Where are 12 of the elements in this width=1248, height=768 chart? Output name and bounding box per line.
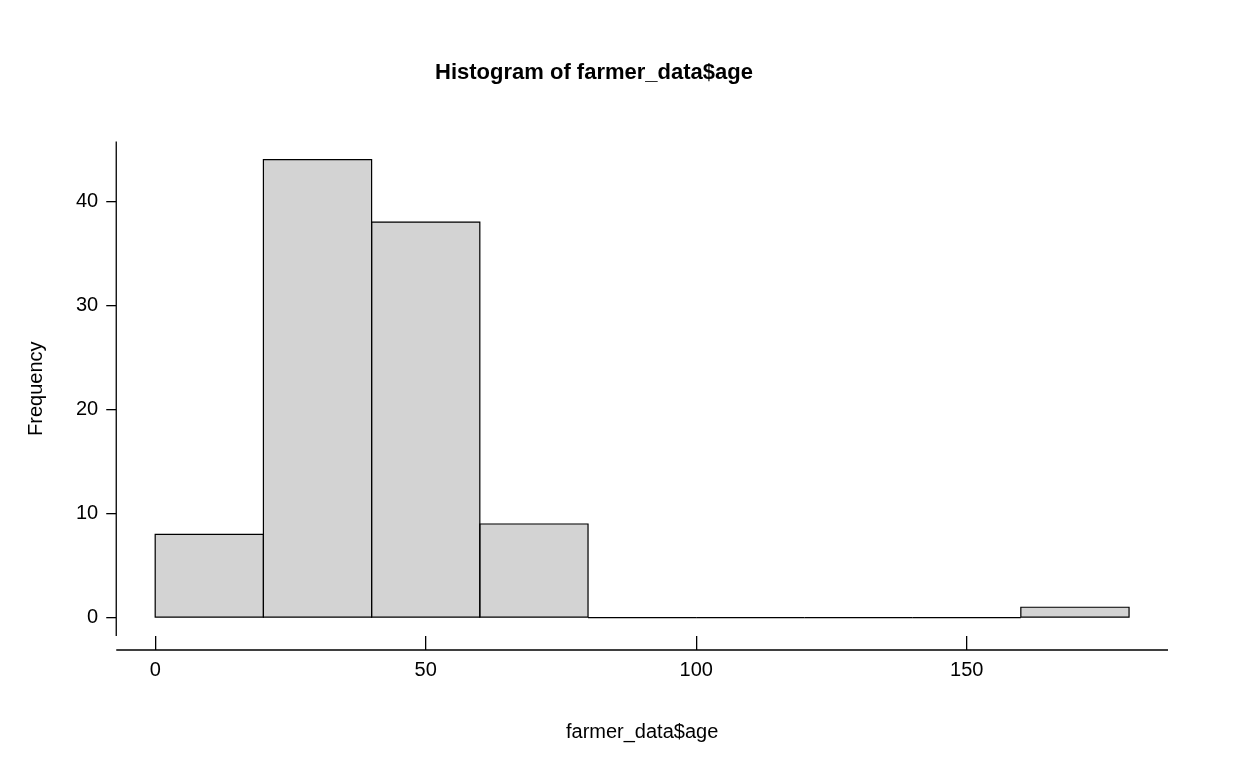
x-tick-label: 0 xyxy=(149,657,161,680)
y-tick-label: 30 xyxy=(76,292,99,315)
y-tick-label: 0 xyxy=(87,605,99,628)
x-tick-label: 50 xyxy=(414,657,437,680)
x-tick-label: 100 xyxy=(679,657,713,680)
y-tick-label: 10 xyxy=(76,501,99,524)
y-axis-title: Frequency xyxy=(23,341,46,436)
x-axis-title: farmer_data$age xyxy=(565,719,719,743)
chart-title: Histogram of farmer_data$age xyxy=(435,59,753,85)
y-tick-label: 20 xyxy=(76,397,99,420)
y-tick-label: 40 xyxy=(76,188,99,211)
x-tick-label: 150 xyxy=(950,657,984,680)
